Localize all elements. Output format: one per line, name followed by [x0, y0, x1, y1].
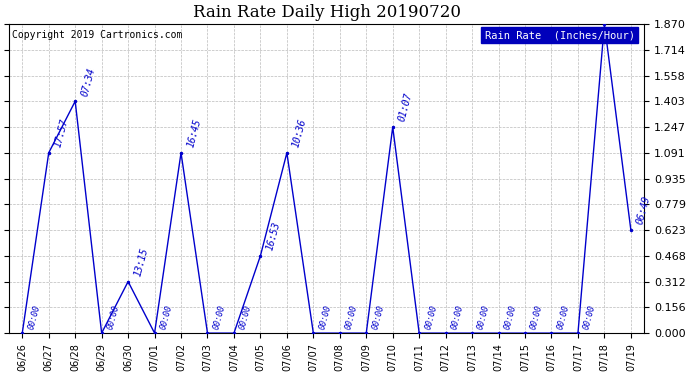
Text: 00:00: 00:00 — [529, 304, 544, 330]
Text: 00:00: 00:00 — [212, 304, 227, 330]
Text: 00:00: 00:00 — [424, 304, 439, 330]
Text: 00:00: 00:00 — [476, 304, 491, 330]
Text: 00:00: 00:00 — [317, 304, 333, 330]
Text: 07:34: 07:34 — [79, 66, 97, 97]
Text: 00:00: 00:00 — [238, 304, 253, 330]
Text: 01:07: 01:07 — [397, 92, 414, 123]
Text: 00:00: 00:00 — [503, 304, 518, 330]
Text: Copyright 2019 Cartronics.com: Copyright 2019 Cartronics.com — [12, 30, 183, 40]
Text: 13:15: 13:15 — [132, 246, 150, 278]
Text: 06:49: 06:49 — [635, 195, 652, 226]
Text: 10:36: 10:36 — [291, 118, 308, 148]
Text: 17:57: 17:57 — [53, 118, 70, 148]
Text: Rain Rate  (Inches/Hour): Rain Rate (Inches/Hour) — [484, 30, 635, 40]
Text: 00:00: 00:00 — [344, 304, 359, 330]
Text: 00:00: 00:00 — [582, 304, 598, 330]
Text: 00:00: 00:00 — [555, 304, 571, 330]
Title: Rain Rate Daily High 20190720: Rain Rate Daily High 20190720 — [193, 4, 460, 21]
Text: 00:00: 00:00 — [371, 304, 386, 330]
Text: 00:00: 00:00 — [26, 304, 41, 330]
Text: 16:45: 16:45 — [185, 118, 202, 148]
Text: 00:00: 00:00 — [450, 304, 465, 330]
Text: 00:00: 00:00 — [159, 304, 174, 330]
Text: 16:53: 16:53 — [264, 220, 282, 252]
Text: 00:00: 00:00 — [106, 304, 121, 330]
